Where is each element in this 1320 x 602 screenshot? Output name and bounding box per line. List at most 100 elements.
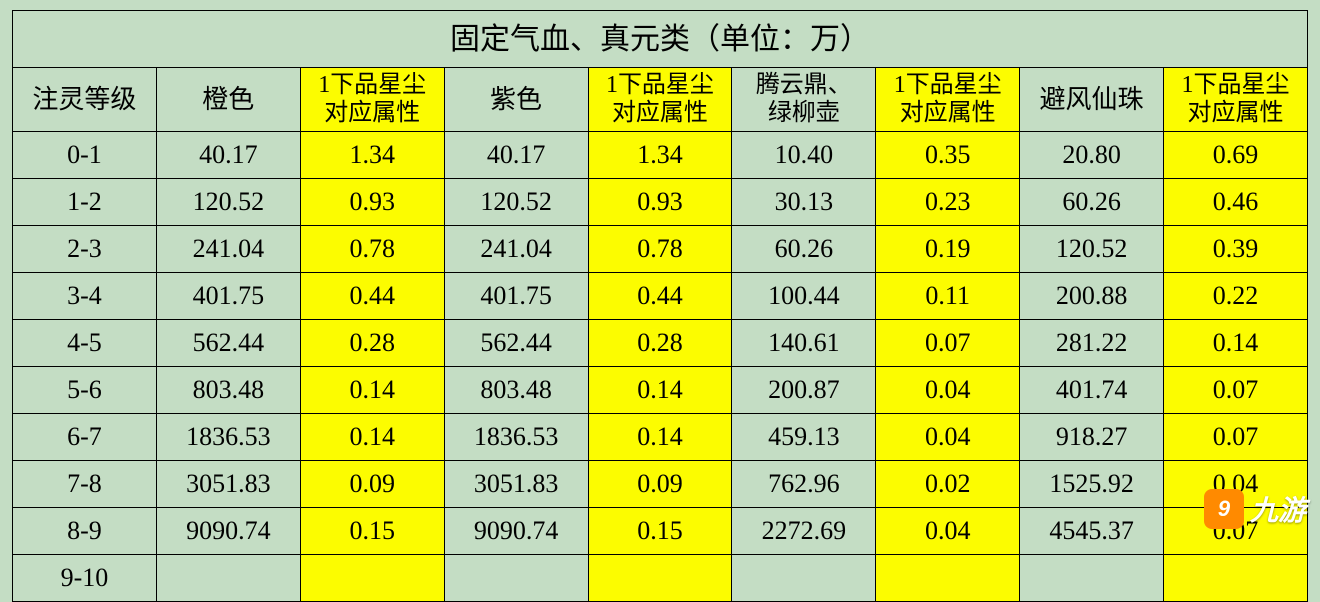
data-cell: 0.14 xyxy=(300,414,444,461)
data-cell: 562.44 xyxy=(156,320,300,367)
data-cell: 100.44 xyxy=(732,273,876,320)
data-cell xyxy=(156,555,300,602)
data-cell: 241.04 xyxy=(444,226,588,273)
data-cell: 0.44 xyxy=(300,273,444,320)
data-cell: 1.34 xyxy=(300,132,444,179)
data-cell: 0.19 xyxy=(876,226,1020,273)
data-cell: 0.46 xyxy=(1164,179,1308,226)
data-cell: 1836.53 xyxy=(156,414,300,461)
data-cell: 140.61 xyxy=(732,320,876,367)
data-cell: 0.02 xyxy=(876,461,1020,508)
data-cell: 0.93 xyxy=(588,179,732,226)
data-cell: 60.26 xyxy=(732,226,876,273)
data-cell: 0.04 xyxy=(876,367,1020,414)
table-row: 3-4401.750.44401.750.44100.440.11200.880… xyxy=(13,273,1308,320)
data-cell: 0.28 xyxy=(300,320,444,367)
column-header-3: 紫色 xyxy=(444,68,588,132)
data-cell: 120.52 xyxy=(1020,226,1164,273)
data-table: 固定气血、真元类（单位：万） 注灵等级橙色1下品星尘对应属性紫色1下品星尘对应属… xyxy=(12,10,1308,602)
data-cell: 0.14 xyxy=(588,367,732,414)
watermark-badge-text: 9 xyxy=(1218,496,1230,522)
data-cell: 0.22 xyxy=(1164,273,1308,320)
level-cell: 5-6 xyxy=(13,367,157,414)
level-cell: 3-4 xyxy=(13,273,157,320)
data-cell: 0.07 xyxy=(876,320,1020,367)
data-cell: 0.39 xyxy=(1164,226,1308,273)
data-cell: 1525.92 xyxy=(1020,461,1164,508)
data-cell: 241.04 xyxy=(156,226,300,273)
data-cell: 0.14 xyxy=(588,414,732,461)
data-cell xyxy=(1020,555,1164,602)
data-cell: 2272.69 xyxy=(732,508,876,555)
data-cell: 401.74 xyxy=(1020,367,1164,414)
data-cell: 0.14 xyxy=(300,367,444,414)
data-cell: 0.28 xyxy=(588,320,732,367)
data-cell: 3051.83 xyxy=(156,461,300,508)
data-cell: 918.27 xyxy=(1020,414,1164,461)
data-cell: 20.80 xyxy=(1020,132,1164,179)
table-row: 8-99090.740.159090.740.152272.690.044545… xyxy=(13,508,1308,555)
data-cell: 120.52 xyxy=(444,179,588,226)
table-body: 0-140.171.3440.171.3410.400.3520.800.691… xyxy=(13,132,1308,602)
data-cell: 0.15 xyxy=(300,508,444,555)
data-cell: 803.48 xyxy=(444,367,588,414)
watermark-text: 九游 xyxy=(1250,489,1306,529)
table-row: 6-71836.530.141836.530.14459.130.04918.2… xyxy=(13,414,1308,461)
level-cell: 7-8 xyxy=(13,461,157,508)
data-cell: 40.17 xyxy=(156,132,300,179)
level-cell: 4-5 xyxy=(13,320,157,367)
data-cell: 401.75 xyxy=(444,273,588,320)
data-cell: 0.04 xyxy=(876,414,1020,461)
data-cell: 0.09 xyxy=(588,461,732,508)
column-header-4: 1下品星尘对应属性 xyxy=(588,68,732,132)
header-row: 注灵等级橙色1下品星尘对应属性紫色1下品星尘对应属性腾云鼎、绿柳壶1下品星尘对应… xyxy=(13,68,1308,132)
data-cell: 0.44 xyxy=(588,273,732,320)
table-title: 固定气血、真元类（单位：万） xyxy=(13,11,1308,68)
level-cell: 0-1 xyxy=(13,132,157,179)
data-cell: 0.93 xyxy=(300,179,444,226)
data-cell: 0.11 xyxy=(876,273,1020,320)
data-cell: 0.07 xyxy=(1164,414,1308,461)
data-cell: 401.75 xyxy=(156,273,300,320)
data-cell: 0.04 xyxy=(876,508,1020,555)
data-cell: 0.78 xyxy=(300,226,444,273)
data-cell: 40.17 xyxy=(444,132,588,179)
table-row: 2-3241.040.78241.040.7860.260.19120.520.… xyxy=(13,226,1308,273)
data-cell: 9090.74 xyxy=(156,508,300,555)
table-row: 4-5562.440.28562.440.28140.610.07281.220… xyxy=(13,320,1308,367)
column-header-5: 腾云鼎、绿柳壶 xyxy=(732,68,876,132)
data-cell xyxy=(444,555,588,602)
data-cell: 0.09 xyxy=(300,461,444,508)
level-cell: 2-3 xyxy=(13,226,157,273)
data-cell: 9090.74 xyxy=(444,508,588,555)
data-cell xyxy=(1164,555,1308,602)
table-row: 7-83051.830.093051.830.09762.960.021525.… xyxy=(13,461,1308,508)
column-header-8: 1下品星尘对应属性 xyxy=(1164,68,1308,132)
data-cell xyxy=(588,555,732,602)
data-cell: 0.69 xyxy=(1164,132,1308,179)
table-row: 0-140.171.3440.171.3410.400.3520.800.69 xyxy=(13,132,1308,179)
level-cell: 1-2 xyxy=(13,179,157,226)
title-row: 固定气血、真元类（单位：万） xyxy=(13,11,1308,68)
data-cell: 0.78 xyxy=(588,226,732,273)
data-cell: 562.44 xyxy=(444,320,588,367)
data-cell: 60.26 xyxy=(1020,179,1164,226)
watermark-logo: 9 九游 xyxy=(1204,489,1306,529)
column-header-7: 避风仙珠 xyxy=(1020,68,1164,132)
column-header-0: 注灵等级 xyxy=(13,68,157,132)
data-cell: 0.07 xyxy=(1164,367,1308,414)
data-cell xyxy=(300,555,444,602)
data-cell: 0.35 xyxy=(876,132,1020,179)
data-cell: 1.34 xyxy=(588,132,732,179)
data-cell: 0.23 xyxy=(876,179,1020,226)
column-header-6: 1下品星尘对应属性 xyxy=(876,68,1020,132)
table-row: 5-6803.480.14803.480.14200.870.04401.740… xyxy=(13,367,1308,414)
level-cell: 9-10 xyxy=(13,555,157,602)
data-cell xyxy=(732,555,876,602)
data-cell: 1836.53 xyxy=(444,414,588,461)
table-row: 9-10 xyxy=(13,555,1308,602)
level-cell: 8-9 xyxy=(13,508,157,555)
data-cell: 200.87 xyxy=(732,367,876,414)
data-cell: 0.15 xyxy=(588,508,732,555)
column-header-2: 1下品星尘对应属性 xyxy=(300,68,444,132)
